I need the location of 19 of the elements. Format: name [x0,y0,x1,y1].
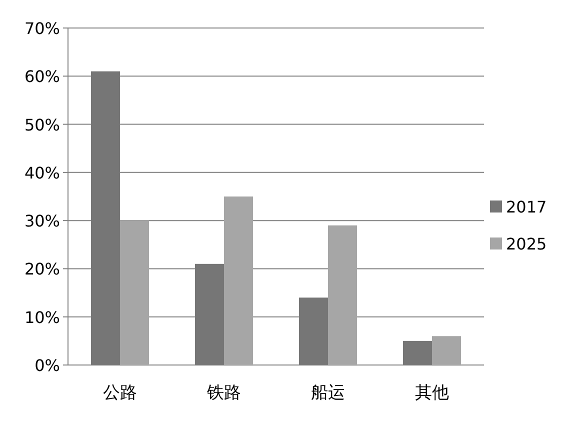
y-tick-label: 30% [24,212,60,231]
bar [432,336,461,365]
y-tick-label: 20% [24,260,60,279]
x-tick-label: 铁路 [206,383,241,403]
y-tick-label: 70% [24,19,60,38]
bar [224,196,253,365]
x-tick-label: 其他 [415,383,449,403]
bar [403,340,432,365]
y-tick-label: 60% [24,67,60,86]
legend-label: 2017 [506,198,547,216]
y-tick-label: 40% [24,163,60,182]
x-tick-label: 公路 [103,383,137,403]
bar [328,225,357,365]
y-tick-label: 0% [34,356,60,375]
x-tick-label: 船运 [311,383,345,403]
legend-label: 2025 [506,234,547,254]
bar [120,220,149,365]
y-tick-label: 10% [24,308,60,327]
y-tick-label: 50% [24,115,60,134]
